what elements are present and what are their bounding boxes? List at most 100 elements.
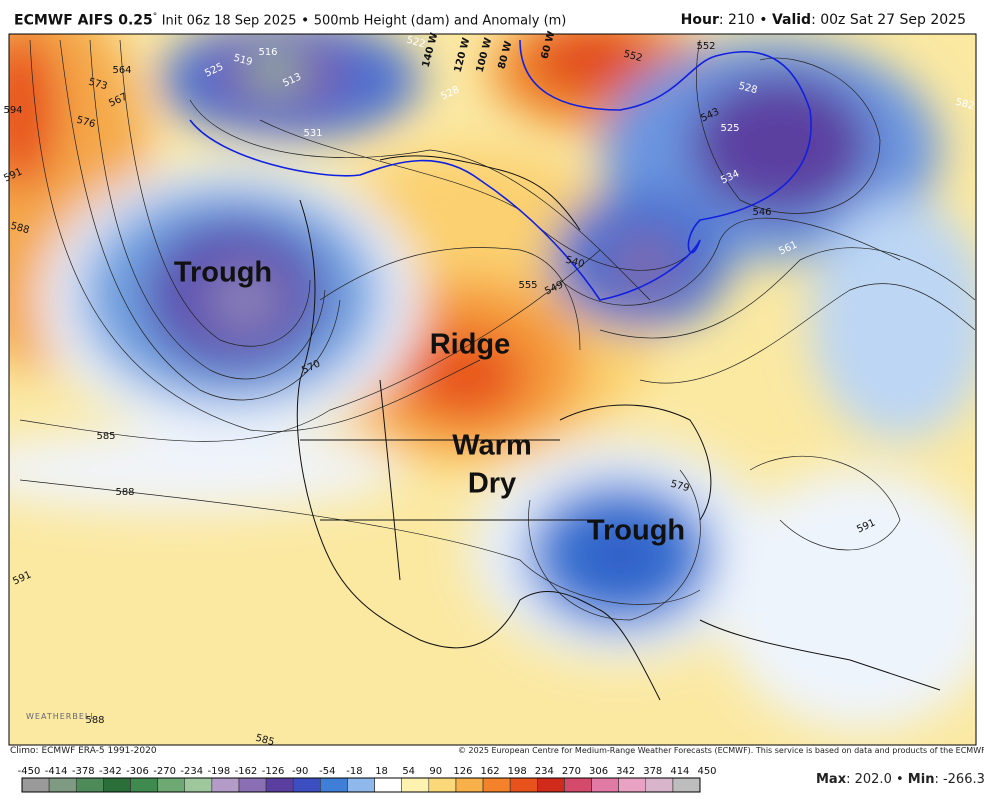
- contour-label: 588: [85, 715, 104, 726]
- contour-label: 588: [115, 487, 134, 498]
- colorbar-swatch: [75, 777, 104, 793]
- contour-label: 516: [258, 47, 277, 58]
- contour-label: 522: [405, 35, 426, 51]
- valid-info: Hour: 210 • Valid: 00z Sat 27 Sep 2025: [681, 12, 966, 28]
- init: Init 06z 18 Sep 2025: [161, 13, 297, 29]
- colorbar-tick-label: 414: [670, 766, 689, 777]
- contour-label: 585: [96, 431, 115, 442]
- contour-label: 582: [954, 97, 975, 113]
- colorbar-swatch: [645, 777, 674, 793]
- colorbar-swatch: [265, 777, 294, 793]
- colorbar-tick-label: -18: [346, 766, 362, 777]
- contour-label: 573: [87, 77, 108, 93]
- model: ECMWF AIFS 0.25: [14, 12, 153, 29]
- contour-label: 564: [112, 65, 131, 76]
- colorbar-tick-label: -306: [126, 766, 149, 777]
- colorbar-swatch: [374, 777, 402, 793]
- anomaly-field: [9, 34, 976, 745]
- contour-label: 579: [669, 479, 690, 495]
- colorbar-tick-label: 162: [480, 766, 499, 777]
- valid-label: Valid: [771, 12, 812, 28]
- contour-label: 585: [254, 733, 275, 749]
- colorbar-swatch: [157, 777, 185, 793]
- climo: Climo: ECMWF ERA-5 1991-2020: [10, 746, 157, 756]
- degree: °: [152, 12, 158, 22]
- bullet: •: [759, 12, 768, 28]
- valid: : 00z Sat 27 Sep 2025: [811, 12, 966, 28]
- colorbar-swatch: [428, 777, 457, 793]
- colorbar-tick-label: -234: [180, 766, 203, 777]
- contour-label: 531: [303, 128, 322, 139]
- annotation: Dry: [468, 468, 516, 500]
- colorbar-tick-label: 450: [697, 766, 716, 777]
- colorbar-tick-label: -450: [18, 766, 41, 777]
- height-contours: [19, 39, 976, 621]
- contour-label: 540: [564, 255, 585, 271]
- colorbar-tick-label: 198: [508, 766, 527, 777]
- colorbar-swatch: [130, 777, 158, 793]
- colorbar-swatch: [320, 777, 348, 793]
- logo: WEATHERBELL: [26, 712, 96, 721]
- map-frame: [8, 33, 977, 746]
- colorbar-tick-label: -162: [235, 766, 258, 777]
- colorbar-swatch: [103, 777, 131, 793]
- colorbar-tick-label: -198: [207, 766, 230, 777]
- colorbar-swatch: [591, 777, 619, 793]
- hour-label: Hour: [680, 12, 719, 28]
- contour-label: 594: [3, 105, 22, 116]
- colorbar-swatch: [618, 777, 647, 793]
- colorbar-swatch: [184, 777, 213, 793]
- annotation: Ridge: [430, 329, 511, 361]
- copyright: © 2025 European Centre for Medium-Range …: [458, 746, 984, 755]
- contour-label: 525: [720, 123, 739, 134]
- colorbar-swatch: [482, 777, 511, 793]
- colorbar-tick-label: 306: [589, 766, 608, 777]
- colorbar-swatch: [211, 777, 240, 793]
- colorbar-swatch: [537, 777, 565, 793]
- bullet: •: [895, 772, 904, 787]
- colorbar-swatch: [401, 777, 430, 793]
- colorbar-tick-label: 18: [375, 766, 388, 777]
- colorbar-swatch: [292, 777, 321, 793]
- colorbar-swatch: [48, 777, 77, 793]
- colorbar-tick-label: 234: [535, 766, 554, 777]
- min-label: Min: [907, 772, 935, 787]
- colorbar-tick-label: 90: [429, 766, 442, 777]
- colorbar-tick-label: 126: [453, 766, 472, 777]
- colorbar-swatch: [21, 777, 50, 793]
- min: : -266.3: [934, 772, 984, 787]
- contour-label: 576: [75, 115, 96, 131]
- colorbar-tick-label: -54: [319, 766, 335, 777]
- colorbar-tick-label: -342: [99, 766, 122, 777]
- colorbar-tick-label: -378: [72, 766, 95, 777]
- colorbar-swatch: [672, 777, 701, 793]
- colorbar-tick-label: 378: [643, 766, 662, 777]
- colorbar-swatch: [455, 777, 484, 793]
- colorbar-tick-label: -414: [45, 766, 68, 777]
- highlight-contours: [189, 39, 812, 301]
- colorbar-swatch: [564, 777, 592, 793]
- bullet: •: [300, 12, 310, 29]
- max-min: Max: 202.0 • Min: -266.3: [816, 772, 984, 787]
- contour-label: 552: [622, 49, 643, 65]
- colorbar-swatch: [238, 777, 267, 793]
- contour-label: 588: [9, 221, 30, 237]
- colorbar-tick-label: 270: [562, 766, 581, 777]
- contour-label: 552: [696, 41, 715, 52]
- colorbar-tick-label: 342: [616, 766, 635, 777]
- colorbar-swatch: [347, 777, 375, 793]
- max-label: Max: [816, 772, 847, 787]
- annotation: Warm: [452, 430, 532, 462]
- colorbar-tick-label: -90: [292, 766, 308, 777]
- contour-label: 555: [518, 280, 537, 291]
- annotation: Trough: [174, 257, 272, 289]
- coastlines: [296, 155, 941, 701]
- contour-label: 546: [752, 207, 771, 218]
- title: ECMWF AIFS 0.25° Init 06z 18 Sep 2025 • …: [14, 12, 566, 29]
- colorbar-tick-label: -126: [262, 766, 285, 777]
- max: : 202.0: [846, 772, 892, 787]
- contour-label: 528: [737, 81, 758, 97]
- contour-label: 519: [232, 53, 253, 69]
